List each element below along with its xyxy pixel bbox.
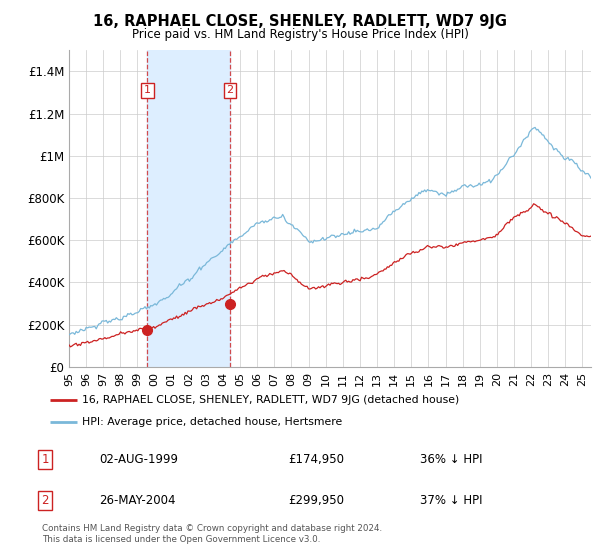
Text: 36% ↓ HPI: 36% ↓ HPI (420, 453, 482, 466)
Text: 1: 1 (41, 453, 49, 466)
Text: 16, RAPHAEL CLOSE, SHENLEY, RADLETT, WD7 9JG (detached house): 16, RAPHAEL CLOSE, SHENLEY, RADLETT, WD7… (83, 395, 460, 405)
Text: Price paid vs. HM Land Registry's House Price Index (HPI): Price paid vs. HM Land Registry's House … (131, 28, 469, 41)
Text: 37% ↓ HPI: 37% ↓ HPI (420, 493, 482, 507)
Text: 26-MAY-2004: 26-MAY-2004 (99, 493, 176, 507)
Text: £174,950: £174,950 (288, 453, 344, 466)
Text: 02-AUG-1999: 02-AUG-1999 (99, 453, 178, 466)
Text: Contains HM Land Registry data © Crown copyright and database right 2024.
This d: Contains HM Land Registry data © Crown c… (42, 524, 382, 544)
Text: £299,950: £299,950 (288, 493, 344, 507)
Text: 1: 1 (144, 86, 151, 95)
Text: HPI: Average price, detached house, Hertsmere: HPI: Average price, detached house, Hert… (83, 417, 343, 427)
Text: 16, RAPHAEL CLOSE, SHENLEY, RADLETT, WD7 9JG: 16, RAPHAEL CLOSE, SHENLEY, RADLETT, WD7… (93, 14, 507, 29)
Text: 2: 2 (226, 86, 233, 95)
Bar (148, 50, 230, 367)
Text: 2: 2 (41, 493, 49, 507)
